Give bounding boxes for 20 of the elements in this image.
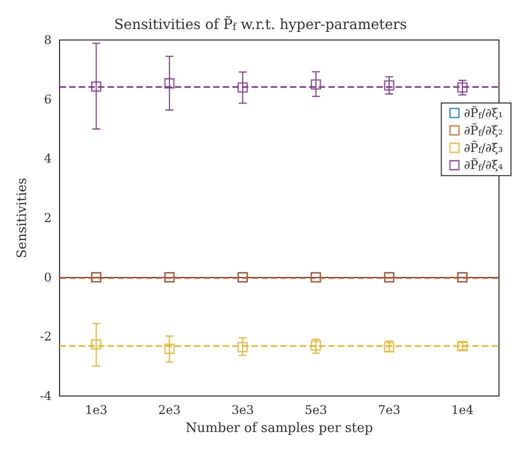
y-tick-label: 6	[44, 92, 52, 106]
y-tick-label: 0	[44, 270, 52, 284]
x-tick-label: 7e3	[378, 403, 400, 417]
x-axis-title: Number of samples per step	[186, 421, 373, 436]
x-tick-label: 3e3	[231, 403, 254, 417]
x-tick-label: 2e3	[158, 403, 181, 417]
x-tick-label: 1e4	[451, 403, 474, 417]
y-tick-label: -4	[40, 389, 52, 403]
x-tick-label: 5e3	[304, 403, 328, 417]
y-axis-title: Sensitivities	[15, 178, 30, 258]
legend-label: ∂P̃f/∂ξ₂	[464, 123, 504, 138]
chart-title: Sensitivities of P̃f w.r.t. hyper-parameters	[114, 15, 407, 34]
legend-label: ∂P̃f/∂ξ₁	[464, 106, 504, 120]
y-tick-label: 2	[44, 211, 52, 225]
x-tick-label: 1e3	[85, 403, 108, 417]
legend-label: ∂P̃f/∂ξ₃	[464, 140, 504, 156]
y-tick-label: 8	[44, 33, 52, 47]
y-tick-label: -2	[40, 330, 52, 344]
y-tick-label: 4	[44, 152, 52, 166]
legend-label: ∂P̃f/∂ξ₄	[464, 158, 504, 173]
